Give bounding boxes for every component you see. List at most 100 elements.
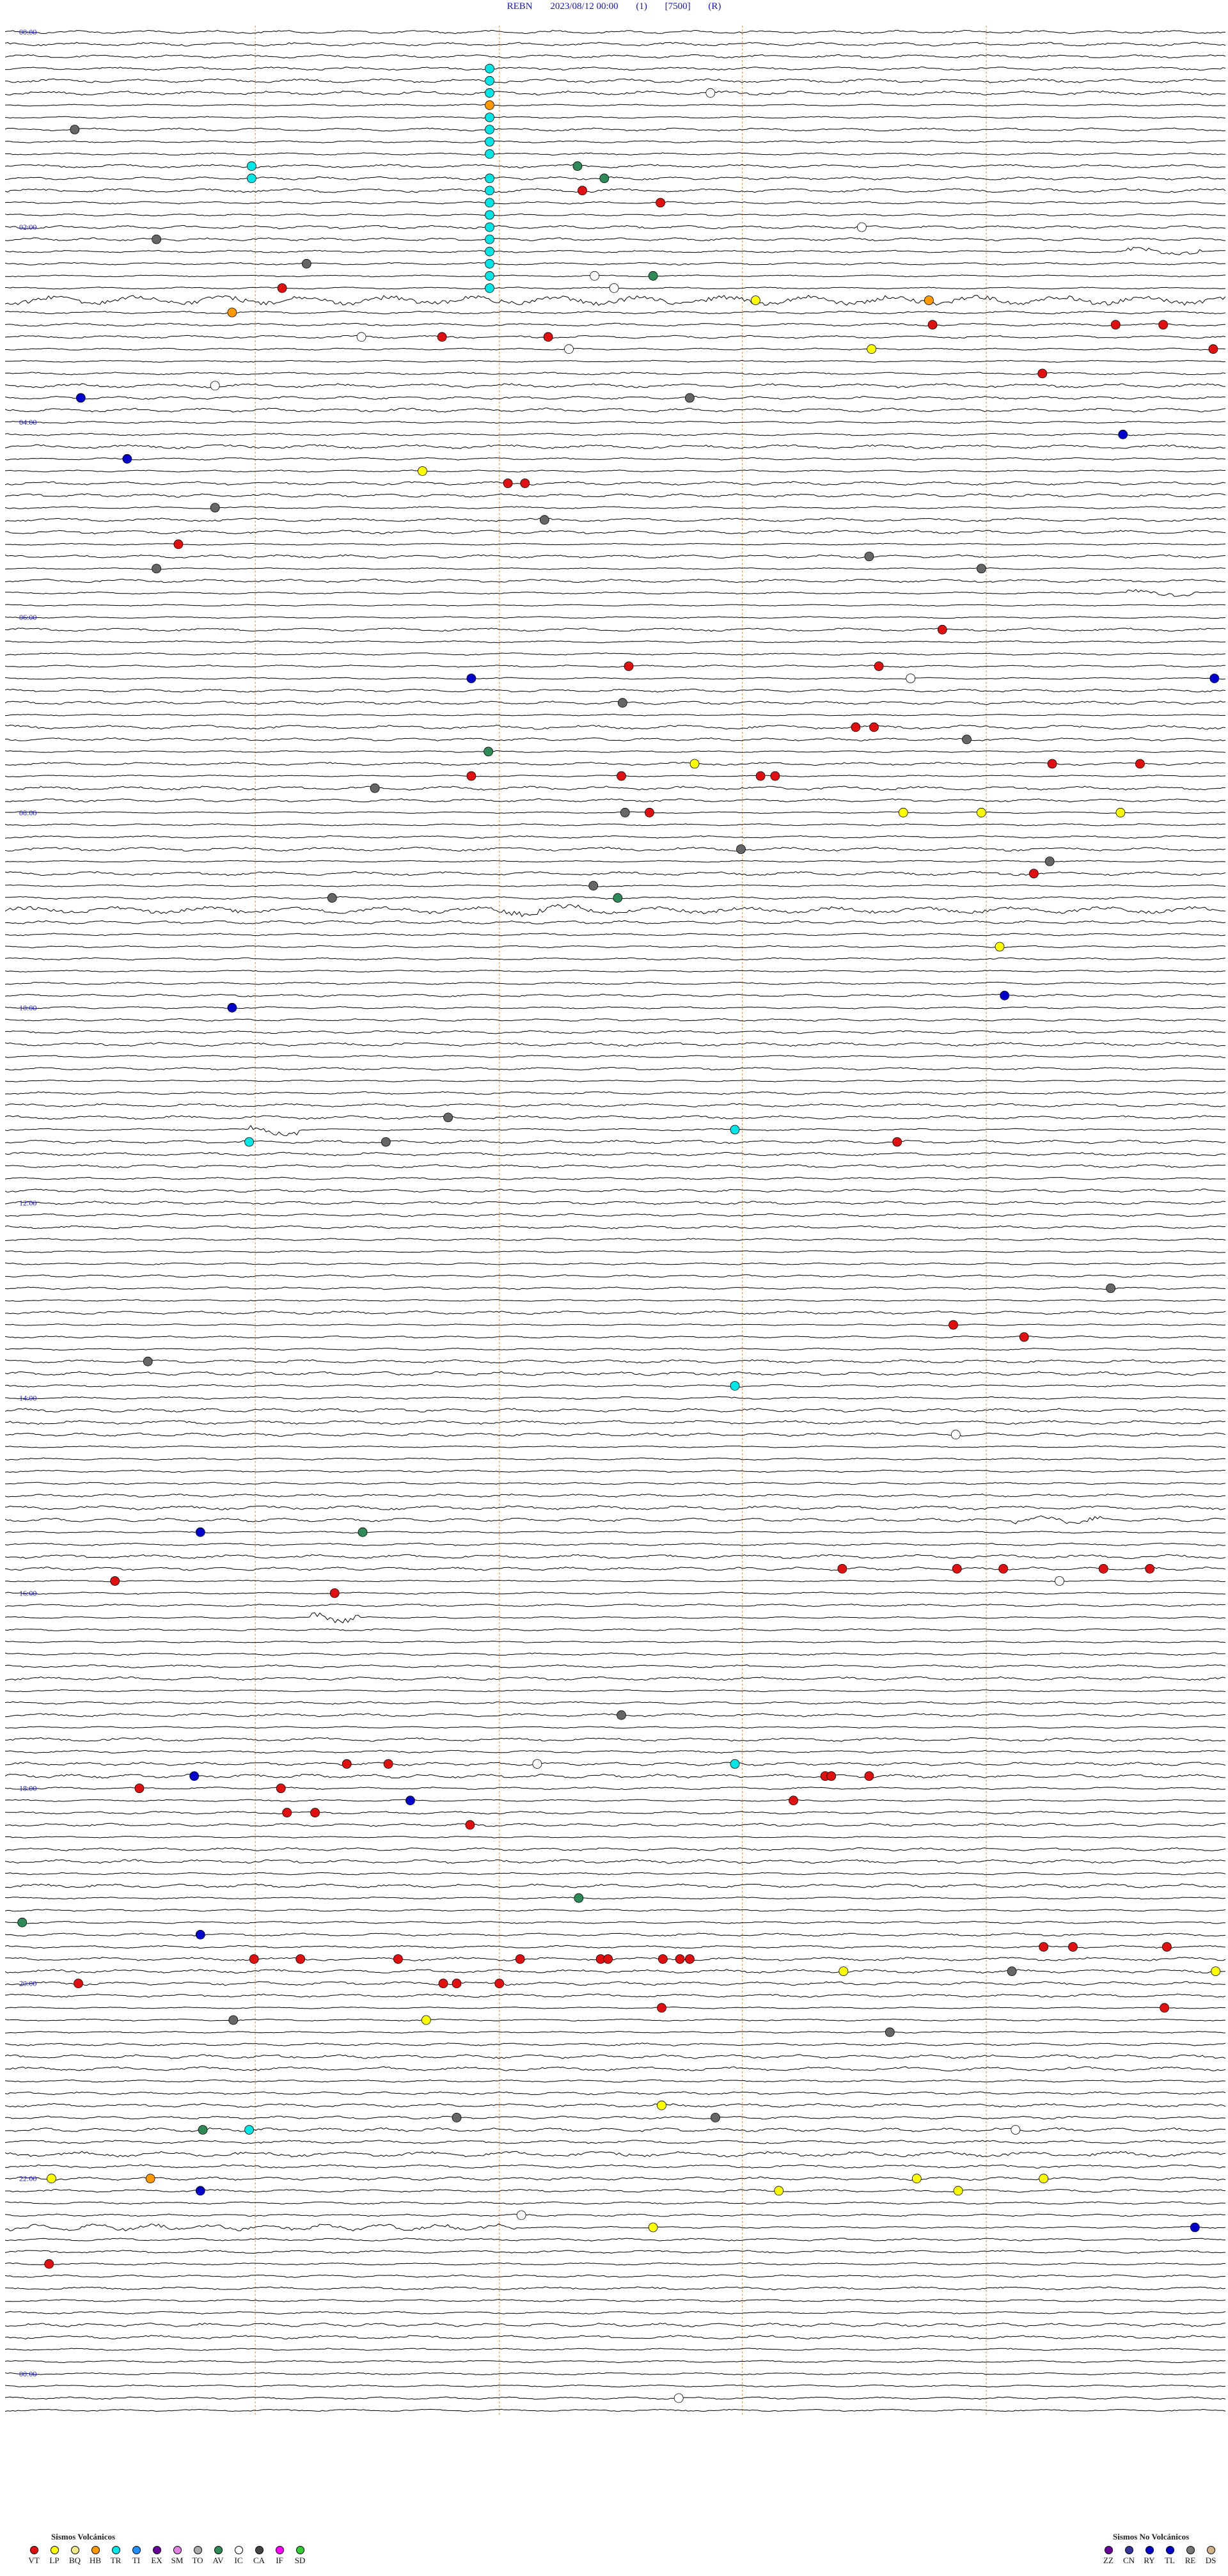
event-marker-lp <box>47 2174 56 2184</box>
trace-line <box>4 798 1226 803</box>
trace-line <box>5 1482 1226 1485</box>
trace-line <box>4 2151 1226 2158</box>
trace-line <box>5 1957 1226 1962</box>
hour-label: 06:00 <box>19 613 36 622</box>
trace-line <box>4 2348 1225 2351</box>
hour-label: 04:00 <box>19 418 36 427</box>
trace-line <box>4 2360 1226 2364</box>
event-marker-lp <box>648 2222 658 2232</box>
event-marker-ry <box>195 2186 205 2196</box>
event-marker-lp <box>657 2100 666 2110</box>
trace-line <box>4 2115 1226 2120</box>
event-marker-ca <box>70 125 80 134</box>
legend-item-ca: CA <box>251 2546 267 2566</box>
trace-line <box>4 1335 1226 1339</box>
filter-label: (1) <box>636 1 647 12</box>
event-marker-ca <box>327 893 337 903</box>
event-marker-ry <box>1190 2222 1200 2232</box>
legend-volcanic-items: VT LP BQ HB TR TI EX SM TO AV IC CA IF SD <box>26 2546 308 2566</box>
trace-line <box>4 2066 1226 2072</box>
event-marker-lp <box>418 466 427 476</box>
trace-line <box>4 567 1226 570</box>
trace-line <box>4 1652 1226 1656</box>
legend-label: CA <box>253 2556 265 2565</box>
trace-line <box>4 1225 1226 1229</box>
event-marker-ry <box>189 1771 200 1781</box>
trace-line <box>4 1883 1226 1888</box>
legend-label: TI <box>132 2556 141 2565</box>
event-marker-tr <box>485 137 494 147</box>
hour-label: 12:00 <box>19 1198 36 1207</box>
event-marker-vt <box>44 2259 54 2269</box>
trace-line <box>4 1347 1226 1351</box>
chart-header: REBN 2023/08/12 00:00 (1) [7500] (R) <box>0 1 1228 14</box>
trace-line <box>4 1554 1226 1560</box>
trace-line <box>4 335 1226 339</box>
trace-line <box>4 945 1226 949</box>
hour-label: 00:00 <box>19 28 36 36</box>
legend-label: SD <box>294 2556 306 2565</box>
trace-line <box>4 274 1226 278</box>
minute-markers <box>255 26 987 2415</box>
event-marker-vt <box>874 661 884 671</box>
hour-label: 10:00 <box>19 1003 36 1012</box>
hour-label: 16:00 <box>19 1589 36 1598</box>
event-marker-vt <box>578 186 587 196</box>
trace-line <box>4 1726 1226 1729</box>
legend-label: IF <box>276 2556 283 2565</box>
trace-line <box>4 1676 1226 1681</box>
trace-line <box>4 1603 1226 1608</box>
trace-line <box>4 1993 1226 1998</box>
trace-line <box>4 616 1226 619</box>
legend-item-if: IF <box>271 2546 288 2566</box>
event-marker-ca <box>618 698 627 708</box>
trace-line <box>4 1737 1226 1742</box>
trace-line <box>4 1125 1226 1137</box>
event-marker-ic <box>857 222 867 232</box>
trace-line <box>4 2140 1226 2144</box>
event-marker-tr <box>485 283 494 293</box>
event-marker-ca <box>617 1710 626 1720</box>
event-marker-ry <box>227 1002 237 1013</box>
trace-line <box>4 1835 1226 1838</box>
trace-line <box>5 884 1226 887</box>
event-marker-ic <box>609 283 619 293</box>
event-marker-ry <box>1000 990 1010 1000</box>
legend-swatch <box>193 2546 202 2554</box>
trace-line <box>5 1872 1226 1876</box>
trace-line <box>4 140 1226 143</box>
event-marker-ic <box>950 1430 961 1440</box>
trace-line <box>4 2274 1226 2278</box>
trace-line <box>4 67 1226 71</box>
legend-item-zz: ZZ <box>1100 2546 1117 2566</box>
trace-line <box>4 1628 1226 1632</box>
trace-line <box>4 1432 1226 1437</box>
event-marker-vt <box>851 722 861 732</box>
event-marker-vt <box>282 1808 292 1818</box>
event-marker-ry <box>75 393 86 403</box>
event-marker-vt <box>466 771 476 781</box>
event-marker-hb <box>924 296 934 305</box>
event-marker-tr <box>485 258 494 269</box>
event-marker-tr <box>485 198 494 208</box>
event-marker-vt <box>437 332 447 342</box>
trace-line <box>4 957 1226 961</box>
event-marker-vt <box>869 722 879 732</box>
event-marker-vt <box>937 624 947 635</box>
event-marker-ic <box>1011 2125 1021 2135</box>
legend-label: RE <box>1185 2556 1196 2565</box>
event-marker-vt <box>1047 759 1057 769</box>
trace-line <box>4 1762 1226 1766</box>
trace-line <box>4 1457 1226 1461</box>
trace-line <box>4 213 1226 217</box>
event-marker-ca <box>962 734 972 745</box>
trace-line <box>4 176 1226 180</box>
trace-line <box>4 457 1226 461</box>
event-marker-ca <box>711 2112 720 2122</box>
event-marker-tr <box>485 113 494 122</box>
trace-line <box>4 201 1226 205</box>
event-marker-ry <box>122 454 132 464</box>
trace-line <box>4 246 1226 255</box>
trace-line <box>4 1324 1226 1326</box>
trace-line <box>4 2311 1226 2315</box>
